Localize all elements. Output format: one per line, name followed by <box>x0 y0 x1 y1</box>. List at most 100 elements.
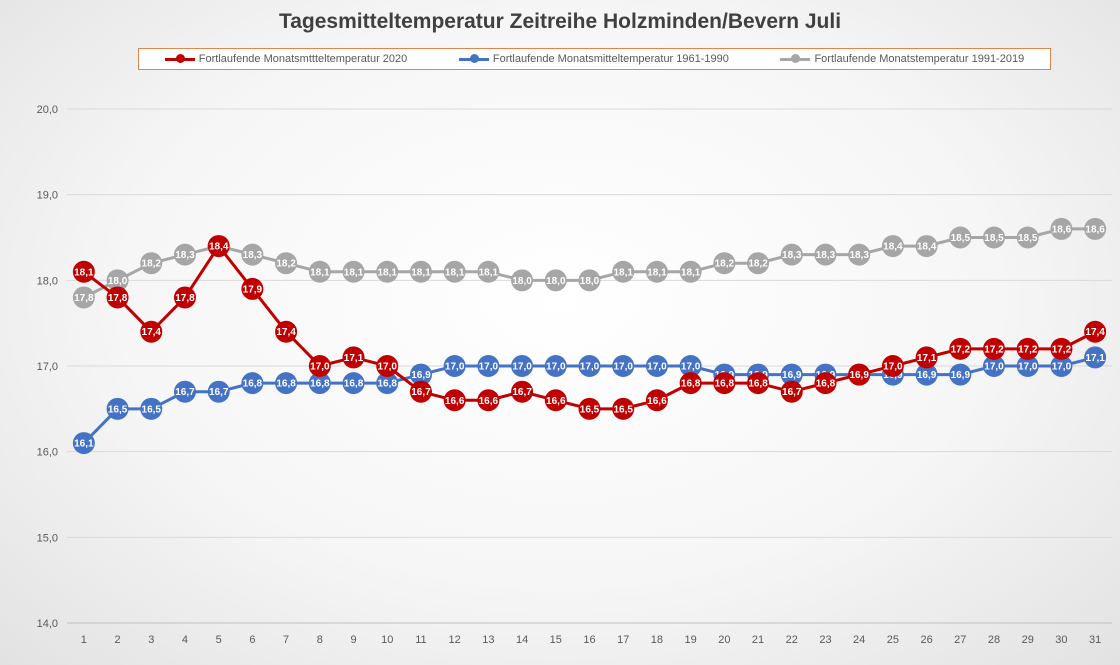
data-label: 17,0 <box>445 362 465 373</box>
data-label: 16,8 <box>243 379 263 390</box>
data-label: 17,0 <box>580 362 600 373</box>
data-point <box>106 397 129 420</box>
data-label: 18,4 <box>209 242 229 253</box>
data-point <box>477 389 500 412</box>
data-point <box>983 337 1006 360</box>
data-point <box>275 372 298 395</box>
data-label: 16,9 <box>782 370 802 381</box>
data-point <box>140 320 163 343</box>
y-tick-label: 14,0 <box>37 618 58 630</box>
data-label: 18,4 <box>883 242 903 253</box>
data-label: 18,1 <box>479 267 499 278</box>
data-label: 18,0 <box>512 276 532 287</box>
data-label: 17,0 <box>512 362 532 373</box>
x-tick-label: 2 <box>115 634 121 646</box>
data-point <box>1050 217 1073 240</box>
data-point <box>207 235 230 258</box>
data-label: 17,0 <box>883 362 903 373</box>
data-point <box>780 363 803 386</box>
data-label: 16,8 <box>344 379 364 390</box>
data-label: 18,5 <box>1018 233 1038 244</box>
data-label: 18,6 <box>1052 224 1072 235</box>
data-label: 17,4 <box>142 327 162 338</box>
data-point <box>207 380 230 403</box>
data-label: 17,0 <box>479 362 499 373</box>
y-tick-label: 17,0 <box>37 361 58 373</box>
legend-item-2020: Fortlaufende Monatsmttteltemperatur 2020 <box>164 53 407 65</box>
data-label: 18,1 <box>344 267 364 278</box>
data-point <box>477 355 500 377</box>
x-tick-label: 29 <box>1022 634 1034 646</box>
data-point <box>679 372 702 395</box>
data-point <box>511 380 534 403</box>
data-point <box>544 355 567 377</box>
data-label: 16,7 <box>209 387 229 398</box>
data-label: 18,2 <box>276 259 296 270</box>
x-tick-label: 18 <box>651 634 663 646</box>
data-point <box>949 226 972 249</box>
x-tick-label: 20 <box>718 634 730 646</box>
data-label: 18,1 <box>310 267 330 278</box>
legend-label-1961-1990: Fortlaufende Monatsmitteltemperatur 1961… <box>492 53 729 65</box>
data-label: 17,2 <box>1018 344 1038 355</box>
data-point <box>173 243 196 266</box>
data-label: 17,4 <box>1085 327 1105 338</box>
data-point <box>477 260 500 283</box>
data-point <box>1084 346 1107 369</box>
data-label: 16,6 <box>479 396 499 407</box>
data-point <box>376 260 399 283</box>
data-point <box>915 235 938 258</box>
data-label: 18,0 <box>580 276 600 287</box>
data-label: 17,8 <box>74 293 94 304</box>
data-label: 16,9 <box>849 370 869 381</box>
x-tick-label: 9 <box>350 634 356 646</box>
data-point <box>275 252 298 275</box>
data-label: 16,6 <box>546 396 566 407</box>
x-tick-label: 8 <box>317 634 323 646</box>
data-point <box>612 397 635 420</box>
data-label: 18,2 <box>142 259 162 270</box>
data-point <box>983 226 1006 249</box>
legend-item-1961-1990: Fortlaufende Monatsmitteltemperatur 1961… <box>458 53 729 65</box>
data-point <box>1084 217 1107 240</box>
data-label: 18,3 <box>782 250 802 261</box>
data-point <box>1016 337 1039 360</box>
data-point <box>747 372 770 395</box>
data-label: 18,1 <box>74 267 94 278</box>
data-point <box>308 372 331 395</box>
data-label: 18,1 <box>613 267 633 278</box>
x-tick-label: 4 <box>182 634 188 646</box>
data-label: 17,1 <box>344 353 364 364</box>
data-point <box>645 260 668 283</box>
data-point <box>814 243 837 266</box>
data-label: 17,1 <box>1085 353 1105 364</box>
data-point <box>376 355 399 377</box>
x-tick-label: 31 <box>1089 634 1101 646</box>
data-point <box>241 372 264 395</box>
data-point <box>443 389 466 412</box>
data-point <box>949 363 972 386</box>
data-label: 17,0 <box>984 362 1004 373</box>
data-point <box>140 252 163 275</box>
x-tick-label: 27 <box>954 634 966 646</box>
data-point <box>511 269 534 292</box>
x-tick-label: 17 <box>617 634 629 646</box>
data-label: 17,0 <box>546 362 566 373</box>
x-tick-label: 6 <box>249 634 255 646</box>
data-label: 16,5 <box>580 404 600 415</box>
data-point <box>1016 355 1039 377</box>
data-label: 17,2 <box>951 344 971 355</box>
data-point <box>713 252 736 275</box>
data-label: 17,0 <box>1018 362 1038 373</box>
data-label: 16,8 <box>378 379 398 390</box>
data-label: 16,8 <box>276 379 296 390</box>
data-label: 16,8 <box>715 379 735 390</box>
data-label: 16,8 <box>816 379 836 390</box>
data-label: 18,2 <box>748 259 768 270</box>
data-point <box>544 269 567 292</box>
x-tick-label: 30 <box>1055 634 1067 646</box>
data-label: 17,8 <box>108 293 128 304</box>
y-tick-label: 16,0 <box>37 447 58 459</box>
data-point <box>612 355 635 377</box>
